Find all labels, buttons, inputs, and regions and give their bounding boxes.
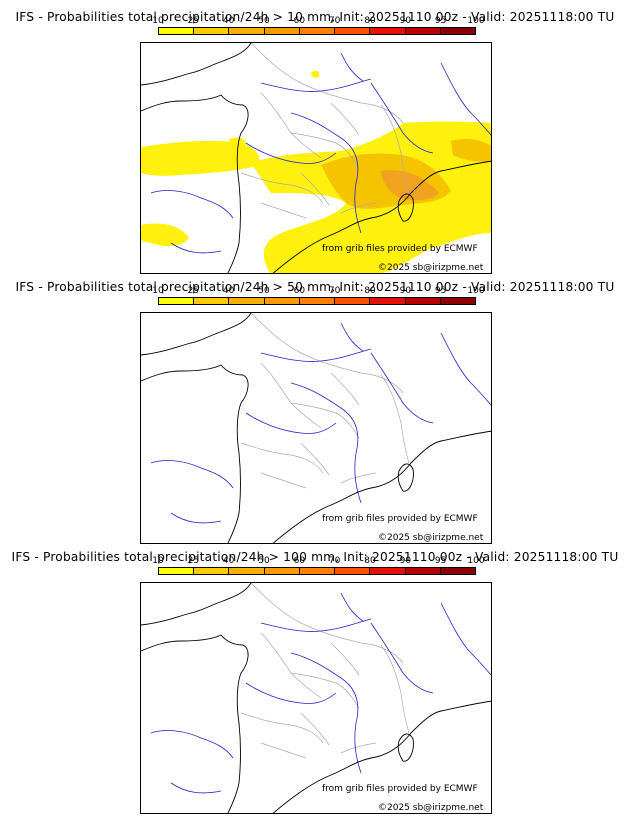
panel-title: IFS - Probabilities total precipitation/… — [15, 280, 615, 294]
map-svg — [141, 43, 491, 273]
panel-title: IFS - Probabilities total precipitation/… — [11, 550, 619, 564]
colorbar-swatch — [159, 28, 195, 34]
colorbar-swatch — [229, 28, 265, 34]
colorbar-tick-label: 80 — [364, 286, 376, 296]
colorbar-swatch — [370, 568, 406, 574]
precip-area — [451, 139, 491, 162]
coastline — [141, 583, 491, 813]
colorbar-swatch — [405, 28, 441, 34]
colorbar-tick-label: 100 — [467, 16, 485, 26]
map-panel-2: IFS - Probabilities total precipitation/… — [0, 270, 630, 546]
colorbar-labels: 10 25 40 50 60 70 80 90 95 100 — [152, 556, 484, 567]
rivers — [150, 592, 491, 794]
colorbar-swatch — [299, 28, 336, 34]
colorbar-tick-label: 70 — [328, 16, 341, 26]
colorbar-tick-label: 10 — [152, 16, 164, 26]
colorbar-tick-label: 90 — [399, 16, 412, 26]
copyright-text: ©2025 sb@irizpme.net — [378, 533, 484, 543]
admin-borders — [240, 43, 410, 219]
colorbar-swatch — [159, 568, 195, 574]
map-svg — [141, 313, 491, 543]
colorbar-swatch — [229, 568, 265, 574]
colorbar-swatch — [405, 568, 441, 574]
map-frame — [140, 312, 492, 544]
colorbar-swatch — [194, 568, 230, 574]
colorbar-swatch — [159, 298, 195, 304]
copyright-text: ©2025 sb@irizpme.net — [378, 263, 484, 273]
colorbar-tick-label: 95 — [434, 556, 447, 566]
colorbar-tick-label: 70 — [328, 286, 341, 296]
credit-text: from grib files provided by ECMWF — [322, 514, 478, 524]
colorbar-swatch — [194, 298, 230, 304]
colorbar-tick-label: 25 — [187, 286, 200, 296]
colorbar-swatch — [194, 28, 230, 34]
map-frame — [140, 42, 492, 274]
colorbar-swatch — [335, 568, 371, 574]
colorbar-tick-label: 70 — [328, 556, 341, 566]
colorbar-swatch — [299, 568, 336, 574]
colorbar — [158, 27, 476, 35]
colorbar-swatch — [264, 298, 300, 304]
colorbar-tick-label: 60 — [293, 556, 306, 566]
credit-text: from grib files provided by ECMWF — [322, 244, 478, 254]
colorbar-swatch — [264, 28, 300, 34]
precip-area — [141, 140, 260, 176]
colorbar-tick-label: 60 — [293, 286, 306, 296]
colorbar-tick-label: 90 — [399, 556, 412, 566]
colorbar-labels: 10 25 40 50 60 70 80 90 95 100 — [152, 16, 484, 27]
map-frame — [140, 582, 492, 814]
rivers — [150, 322, 491, 524]
colorbar-swatch — [335, 298, 371, 304]
colorbar-tick-label: 100 — [467, 556, 485, 566]
colorbar-tick-label: 25 — [187, 556, 200, 566]
colorbar-swatch — [440, 568, 475, 574]
colorbar-tick-label: 90 — [399, 286, 412, 296]
coastline — [141, 313, 491, 543]
colorbar-swatch — [299, 298, 336, 304]
map-svg — [141, 583, 491, 813]
panel-title: IFS - Probabilities total precipitation/… — [15, 10, 615, 24]
credit-text: from grib files provided by ECMWF — [322, 784, 478, 794]
colorbar-tick-label: 95 — [434, 286, 447, 296]
colorbar-tick-label: 10 — [152, 556, 164, 566]
colorbar-tick-label: 40 — [222, 286, 235, 296]
colorbar-tick-label: 25 — [187, 16, 200, 26]
copyright-text: ©2025 sb@irizpme.net — [378, 803, 484, 813]
colorbar — [158, 567, 476, 575]
colorbar-tick-label: 80 — [364, 556, 376, 566]
precip-area — [311, 70, 320, 78]
colorbar-swatch — [370, 28, 406, 34]
colorbar-swatch — [335, 28, 371, 34]
admin-borders — [240, 583, 410, 759]
colorbar-tick-label: 95 — [434, 16, 447, 26]
precip-area — [381, 170, 439, 201]
colorbar-labels: 10 25 40 50 60 70 80 90 95 100 — [152, 286, 484, 297]
map-panel-3: IFS - Probabilities total precipitation/… — [0, 540, 630, 816]
colorbar-swatch — [229, 298, 265, 304]
colorbar-tick-label: 50 — [258, 556, 270, 566]
colorbar-tick-label: 50 — [258, 16, 270, 26]
colorbar-tick-label: 60 — [293, 16, 306, 26]
colorbar-tick-label: 100 — [467, 286, 485, 296]
precip-area — [229, 137, 247, 152]
colorbar-swatch — [440, 298, 475, 304]
colorbar — [158, 297, 476, 305]
colorbar-swatch — [370, 298, 406, 304]
colorbar-tick-label: 40 — [222, 556, 235, 566]
coastline — [141, 43, 491, 273]
rivers — [150, 52, 491, 254]
colorbar-tick-label: 10 — [152, 286, 164, 296]
precip-area — [141, 223, 189, 247]
colorbar-swatch — [264, 568, 300, 574]
colorbar-swatch — [405, 298, 441, 304]
admin-borders — [240, 313, 410, 489]
colorbar-tick-label: 80 — [364, 16, 376, 26]
colorbar-swatch — [440, 28, 475, 34]
colorbar-tick-label: 50 — [258, 286, 270, 296]
map-panel-1: IFS - Probabilities total precipitation/… — [0, 0, 630, 276]
colorbar-tick-label: 40 — [222, 16, 235, 26]
